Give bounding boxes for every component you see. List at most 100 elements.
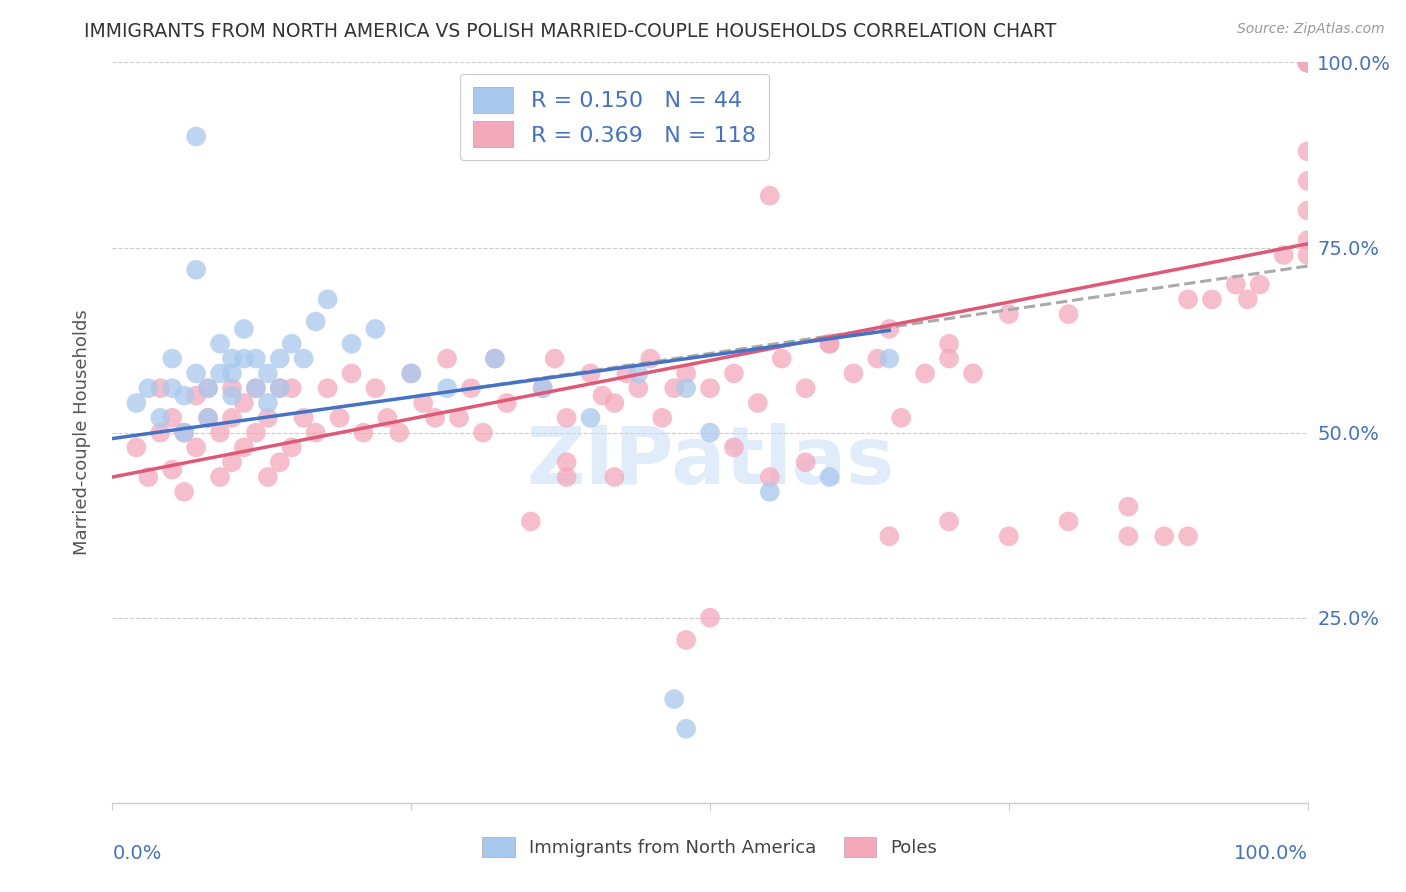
Point <box>1237 293 1260 307</box>
Text: IMMIGRANTS FROM NORTH AMERICA VS POLISH MARRIED-COUPLE HOUSEHOLDS CORRELATION CH: IMMIGRANTS FROM NORTH AMERICA VS POLISH … <box>84 22 1057 41</box>
Point <box>759 470 782 484</box>
Point <box>579 367 602 381</box>
Point <box>627 381 650 395</box>
Point <box>1296 55 1319 70</box>
Point <box>1296 55 1319 70</box>
Point <box>281 441 304 455</box>
Point <box>664 381 686 395</box>
Point <box>257 367 280 381</box>
Point <box>412 396 434 410</box>
Point <box>640 351 662 366</box>
Point <box>627 367 650 381</box>
Point <box>425 410 447 425</box>
Point <box>699 425 721 440</box>
Point <box>818 470 841 484</box>
Point <box>675 632 697 647</box>
Point <box>209 367 232 381</box>
Point <box>245 381 267 395</box>
Point <box>257 410 280 425</box>
Point <box>1057 307 1080 321</box>
Point <box>998 529 1021 543</box>
Point <box>579 410 602 425</box>
Point <box>879 351 901 366</box>
Point <box>1249 277 1271 292</box>
Point <box>879 529 901 543</box>
Point <box>316 293 339 307</box>
Point <box>340 367 363 381</box>
Point <box>162 381 183 395</box>
Point <box>699 381 721 395</box>
Point <box>938 351 960 366</box>
Point <box>173 425 195 440</box>
Point <box>257 470 280 484</box>
Point <box>209 336 232 351</box>
Point <box>675 722 697 736</box>
Point <box>329 410 352 425</box>
Point <box>436 381 458 395</box>
Point <box>770 351 793 366</box>
Point <box>592 388 614 402</box>
Point <box>186 129 208 144</box>
Point <box>197 410 219 425</box>
Point <box>138 470 160 484</box>
Point <box>842 367 865 381</box>
Point <box>221 367 243 381</box>
Text: Source: ZipAtlas.com: Source: ZipAtlas.com <box>1237 22 1385 37</box>
Point <box>149 410 172 425</box>
Point <box>460 381 482 395</box>
Point <box>1272 248 1295 262</box>
Point <box>759 484 782 499</box>
Point <box>388 425 411 440</box>
Point <box>1225 277 1247 292</box>
Point <box>879 322 901 336</box>
Point <box>866 351 889 366</box>
Point <box>938 336 960 351</box>
Point <box>1296 55 1319 70</box>
Point <box>723 367 745 381</box>
Point <box>340 336 363 351</box>
Point <box>292 351 315 366</box>
Point <box>1177 293 1199 307</box>
Point <box>245 381 267 395</box>
Point <box>1118 500 1140 514</box>
Point <box>1296 55 1319 70</box>
Point <box>245 351 267 366</box>
Point <box>603 396 626 410</box>
Point <box>245 425 267 440</box>
Point <box>186 367 208 381</box>
Legend: Immigrants from North America, Poles: Immigrants from North America, Poles <box>475 830 945 864</box>
Text: 0.0%: 0.0% <box>112 844 162 863</box>
Point <box>221 351 243 366</box>
Point <box>197 381 219 395</box>
Point <box>675 381 697 395</box>
Point <box>233 441 256 455</box>
Point <box>149 425 172 440</box>
Point <box>938 515 960 529</box>
Point <box>555 410 578 425</box>
Point <box>664 692 686 706</box>
Point <box>125 396 148 410</box>
Point <box>759 188 782 202</box>
Point <box>209 470 232 484</box>
Point <box>138 381 160 395</box>
Point <box>257 396 280 410</box>
Point <box>1057 515 1080 529</box>
Point <box>603 470 626 484</box>
Point <box>1296 145 1319 159</box>
Point <box>305 425 328 440</box>
Point <box>890 410 912 425</box>
Point <box>818 336 841 351</box>
Point <box>1201 293 1223 307</box>
Point <box>221 410 243 425</box>
Point <box>186 388 208 402</box>
Point <box>281 336 304 351</box>
Point <box>998 307 1021 321</box>
Point <box>197 381 219 395</box>
Point <box>699 610 721 624</box>
Point <box>1296 55 1319 70</box>
Point <box>221 381 243 395</box>
Point <box>162 351 183 366</box>
Point <box>186 262 208 277</box>
Point <box>520 515 543 529</box>
Point <box>162 462 183 476</box>
